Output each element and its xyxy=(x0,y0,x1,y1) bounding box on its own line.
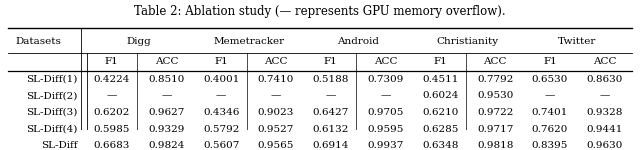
Text: 0.9824: 0.9824 xyxy=(148,141,184,150)
Text: 0.4224: 0.4224 xyxy=(93,75,130,84)
Text: 0.9818: 0.9818 xyxy=(477,141,513,150)
Text: 0.8395: 0.8395 xyxy=(532,141,568,150)
Text: F1: F1 xyxy=(543,57,557,66)
Text: ACC: ACC xyxy=(155,57,178,66)
Text: 0.6132: 0.6132 xyxy=(313,124,349,134)
Text: Twitter: Twitter xyxy=(558,37,596,46)
Text: SL-Diff: SL-Diff xyxy=(42,141,78,150)
Text: 0.6683: 0.6683 xyxy=(93,141,130,150)
Text: ACC: ACC xyxy=(374,57,397,66)
Text: 0.9630: 0.9630 xyxy=(587,141,623,150)
Text: 0.6202: 0.6202 xyxy=(93,108,130,117)
Text: F1: F1 xyxy=(433,57,447,66)
Text: F1: F1 xyxy=(324,57,338,66)
Text: 0.9527: 0.9527 xyxy=(258,124,294,134)
Text: 0.5607: 0.5607 xyxy=(203,141,239,150)
Text: SL-Diff(1): SL-Diff(1) xyxy=(26,75,78,84)
Text: 0.5188: 0.5188 xyxy=(313,75,349,84)
Text: 0.6024: 0.6024 xyxy=(422,91,459,100)
Text: 0.5792: 0.5792 xyxy=(203,124,239,134)
Text: —: — xyxy=(380,91,391,100)
Text: 0.7401: 0.7401 xyxy=(532,108,568,117)
Text: —: — xyxy=(326,91,336,100)
Text: ACC: ACC xyxy=(483,57,507,66)
Text: 0.4001: 0.4001 xyxy=(203,75,239,84)
Text: SL-Diff(3): SL-Diff(3) xyxy=(26,108,78,117)
Text: ACC: ACC xyxy=(593,57,616,66)
Text: F1: F1 xyxy=(214,57,228,66)
Text: 0.4346: 0.4346 xyxy=(203,108,239,117)
Text: 0.7620: 0.7620 xyxy=(532,124,568,134)
Text: 0.9441: 0.9441 xyxy=(587,124,623,134)
Text: 0.9717: 0.9717 xyxy=(477,124,513,134)
Text: 0.9530: 0.9530 xyxy=(477,91,513,100)
Text: —: — xyxy=(600,91,610,100)
Text: 0.4511: 0.4511 xyxy=(422,75,459,84)
Text: Christianity: Christianity xyxy=(436,37,499,46)
Text: 0.6210: 0.6210 xyxy=(422,108,459,117)
Text: Memetracker: Memetracker xyxy=(213,37,284,46)
Text: 0.7410: 0.7410 xyxy=(258,75,294,84)
Text: 0.9705: 0.9705 xyxy=(367,108,404,117)
Text: —: — xyxy=(161,91,172,100)
Text: Table 2: Ablation study (— represents GPU memory overflow).: Table 2: Ablation study (— represents GP… xyxy=(134,5,506,18)
Text: 0.8630: 0.8630 xyxy=(587,75,623,84)
Text: 0.6530: 0.6530 xyxy=(532,75,568,84)
Text: Digg: Digg xyxy=(127,37,152,46)
Text: —: — xyxy=(106,91,117,100)
Text: Android: Android xyxy=(337,37,380,46)
Text: —: — xyxy=(216,91,227,100)
Text: 0.9937: 0.9937 xyxy=(367,141,404,150)
Text: 0.6914: 0.6914 xyxy=(313,141,349,150)
Text: 0.9328: 0.9328 xyxy=(587,108,623,117)
Text: —: — xyxy=(271,91,281,100)
Text: 0.9023: 0.9023 xyxy=(258,108,294,117)
Text: —: — xyxy=(545,91,556,100)
Text: 0.9627: 0.9627 xyxy=(148,108,184,117)
Text: 0.9595: 0.9595 xyxy=(367,124,404,134)
Text: SL-Diff(4): SL-Diff(4) xyxy=(26,124,78,134)
Text: 0.6285: 0.6285 xyxy=(422,124,459,134)
Text: 0.6427: 0.6427 xyxy=(313,108,349,117)
Text: 0.9722: 0.9722 xyxy=(477,108,513,117)
Text: 0.8510: 0.8510 xyxy=(148,75,184,84)
Text: 0.9329: 0.9329 xyxy=(148,124,184,134)
Text: 0.7792: 0.7792 xyxy=(477,75,513,84)
Text: ACC: ACC xyxy=(264,57,288,66)
Text: 0.9565: 0.9565 xyxy=(258,141,294,150)
Text: 0.6348: 0.6348 xyxy=(422,141,459,150)
Text: 0.7309: 0.7309 xyxy=(367,75,404,84)
Text: 0.5985: 0.5985 xyxy=(93,124,130,134)
Text: Datasets: Datasets xyxy=(15,37,61,46)
Text: F1: F1 xyxy=(105,57,118,66)
Text: SL-Diff(2): SL-Diff(2) xyxy=(26,91,78,100)
